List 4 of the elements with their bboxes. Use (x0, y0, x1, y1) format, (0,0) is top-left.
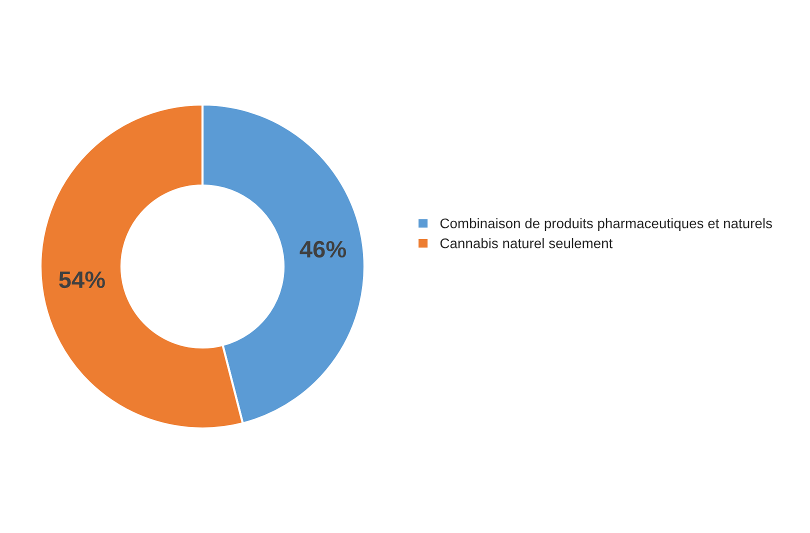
data-label: 54% (59, 271, 105, 288)
data-label: 46% (300, 240, 346, 258)
legend-label: Cannabis naturel seulement (440, 238, 613, 248)
legend-label: Combinaison de produits pharmaceutiques et naturels (440, 218, 772, 232)
